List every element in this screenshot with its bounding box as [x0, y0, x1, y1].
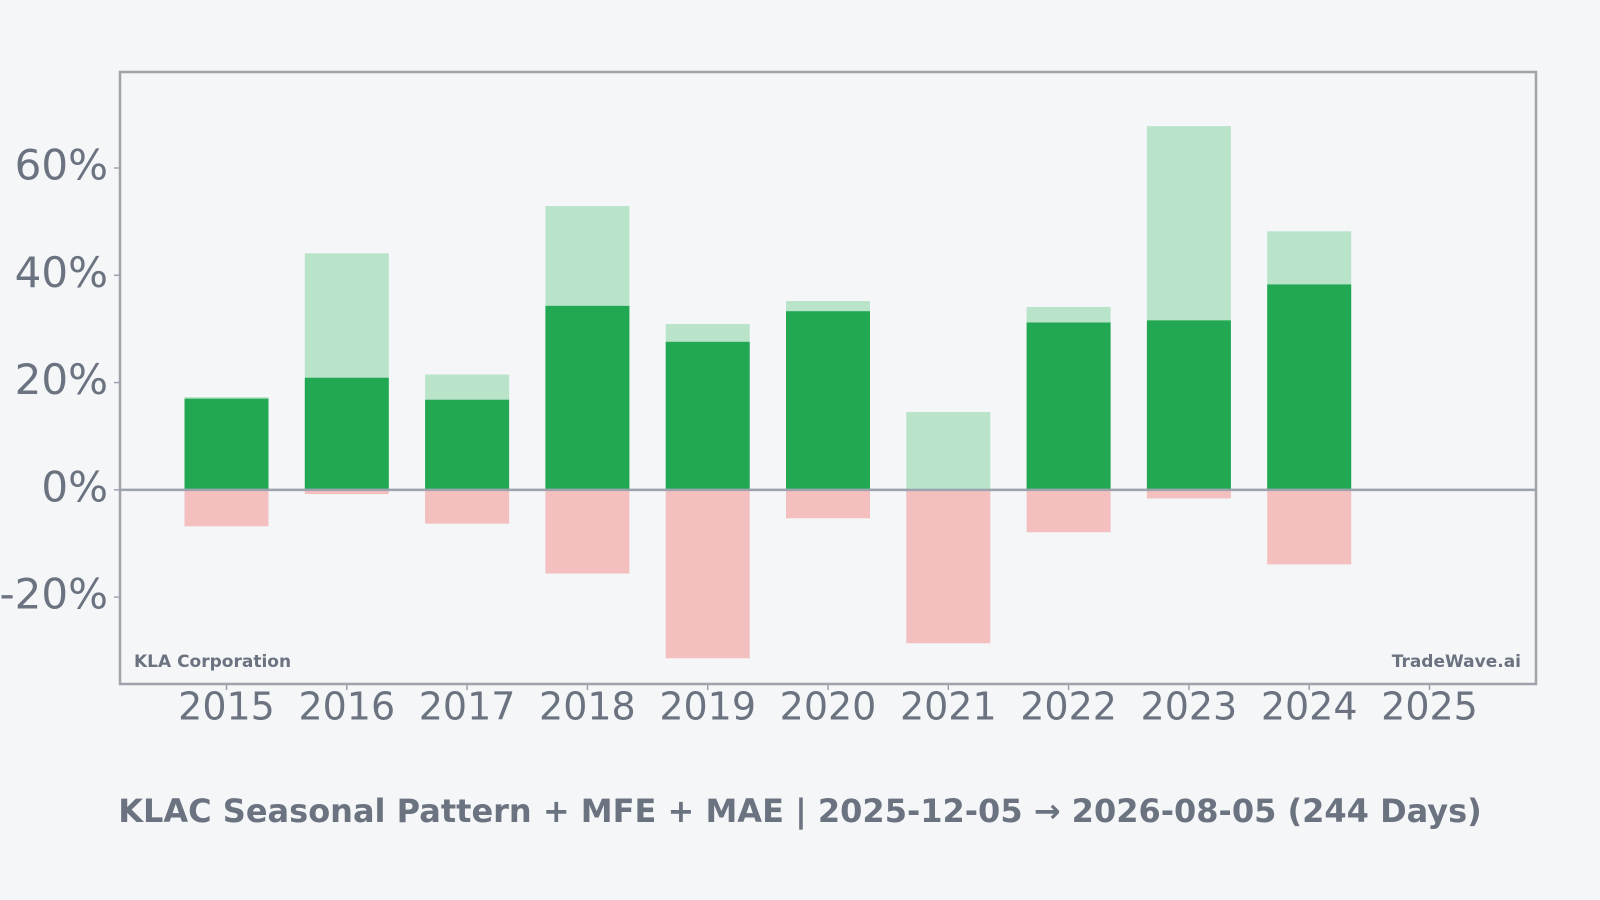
bar [1026, 322, 1111, 490]
chart-title: KLAC Seasonal Pattern + MFE + MAE | 2025… [118, 792, 1482, 831]
annotation: KLA Corporation [134, 652, 291, 672]
bar [304, 377, 389, 490]
bar [1267, 284, 1352, 490]
y-tick-label: 0% [41, 462, 108, 511]
x-tick-label: 2024 [1261, 685, 1358, 729]
bar [304, 489, 389, 495]
x-tick-label: 2025 [1381, 685, 1478, 729]
bar [1267, 489, 1352, 565]
bar [906, 412, 991, 490]
x-tick-label: 2016 [298, 685, 395, 729]
bar [545, 489, 630, 574]
bar [786, 311, 870, 490]
annotation: TradeWave.ai [1392, 652, 1521, 672]
x-tick-label: 2023 [1141, 685, 1238, 729]
bar [184, 398, 269, 490]
bar [1146, 320, 1231, 490]
bar [786, 489, 870, 519]
y-tick-label: 60% [15, 141, 108, 190]
y-tick-label: -20% [0, 570, 108, 619]
bar [906, 489, 991, 644]
bar [184, 489, 269, 527]
bar [665, 341, 750, 490]
x-tick-label: 2019 [659, 685, 756, 729]
x-tick-label: 2021 [900, 685, 997, 729]
x-tick-label: 2018 [539, 685, 636, 729]
plot-frame [118, 70, 1538, 686]
y-tick-label: 20% [15, 355, 108, 404]
bar [665, 489, 750, 659]
bar [425, 489, 510, 524]
x-tick-label: 2015 [178, 685, 275, 729]
bar [425, 399, 510, 490]
bar [1146, 489, 1231, 499]
x-tick-label: 2022 [1020, 685, 1117, 729]
bar [1026, 489, 1111, 533]
y-tick-label: 40% [15, 248, 108, 297]
x-tick-label: 2020 [780, 685, 877, 729]
x-tick-label: 2017 [419, 685, 516, 729]
bar [545, 305, 630, 490]
